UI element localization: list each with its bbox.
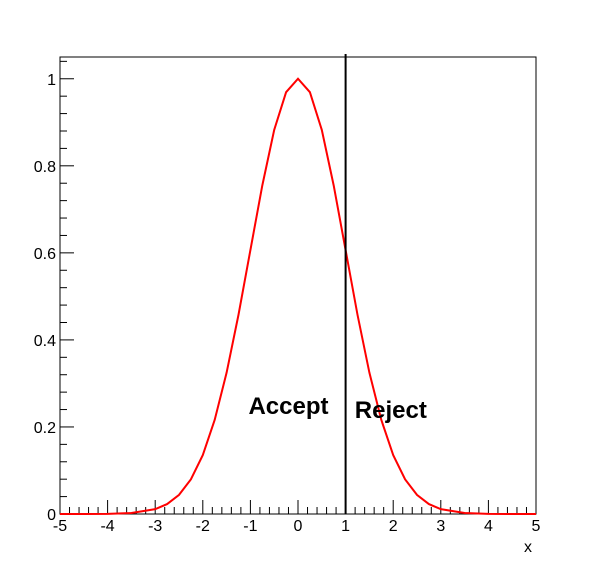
y-axis-ticks xyxy=(60,61,74,514)
x-tick-label: -4 xyxy=(100,518,114,535)
x-tick-label: -3 xyxy=(148,518,162,535)
accept-label: Accept xyxy=(248,393,328,420)
y-axis-tick-labels: 0 0.2 0.4 0.6 0.8 1 xyxy=(34,72,56,524)
x-axis-title: x xyxy=(524,539,532,556)
y-tick-label: 1 xyxy=(47,72,56,89)
reject-label: Reject xyxy=(355,397,427,424)
x-tick-label: 0 xyxy=(294,518,303,535)
x-tick-label: 5 xyxy=(532,518,541,535)
y-tick-label: 0.4 xyxy=(34,333,56,350)
x-tick-label: -2 xyxy=(196,518,210,535)
x-tick-label: 1 xyxy=(341,518,350,535)
y-tick-label: 0.8 xyxy=(34,159,56,176)
x-tick-label: 4 xyxy=(484,518,493,535)
y-tick-label: 0 xyxy=(47,507,56,524)
x-tick-label: 3 xyxy=(436,518,445,535)
y-tick-label: 0.6 xyxy=(34,246,56,263)
plot-frame xyxy=(60,57,536,514)
gaussian-curve xyxy=(60,79,536,514)
x-tick-label: -1 xyxy=(243,518,257,535)
x-tick-label: 2 xyxy=(389,518,398,535)
x-axis-tick-labels: -5 -4 -3 -2 -1 0 1 2 3 4 5 xyxy=(53,518,541,535)
y-tick-label: 0.2 xyxy=(34,420,56,437)
x-axis-ticks xyxy=(60,500,536,514)
